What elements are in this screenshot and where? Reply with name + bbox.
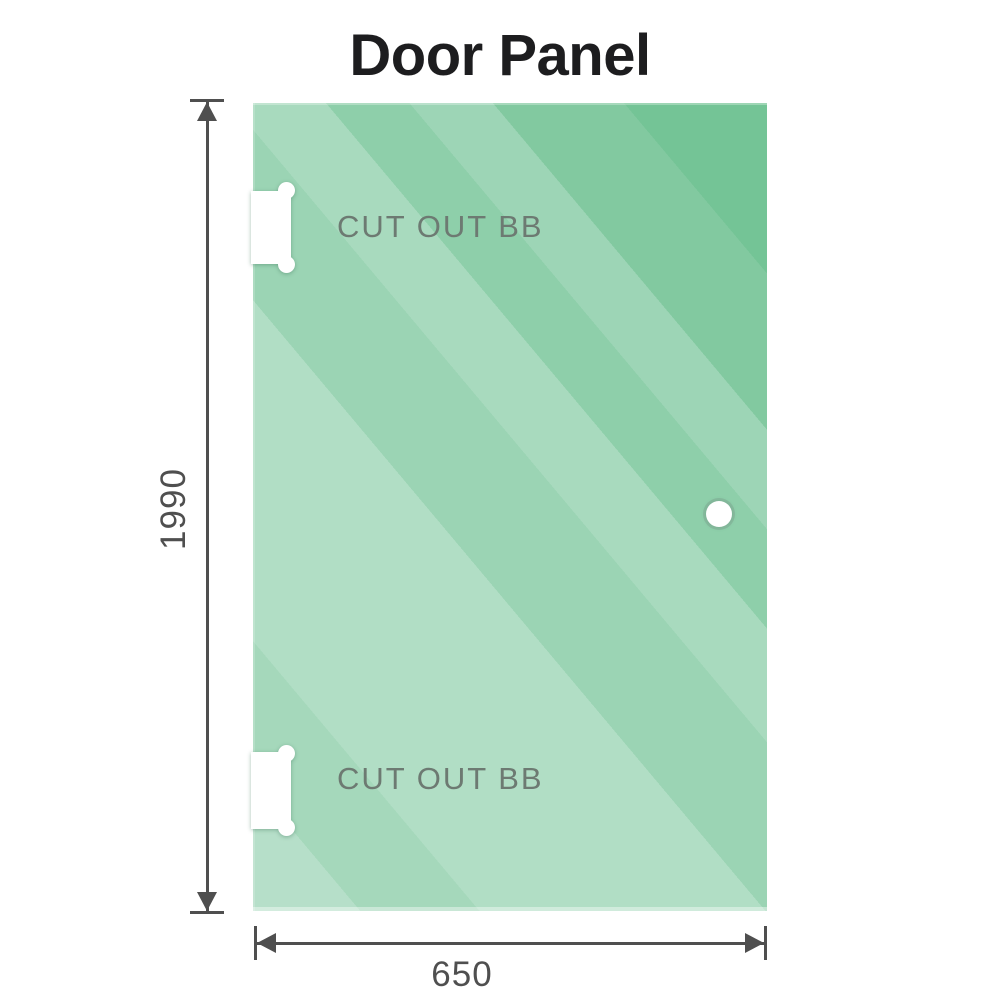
door-panel-glass: CUT OUT BB CUT OUT BB: [251, 103, 767, 911]
height-dimension-arrow-icon: [190, 99, 224, 914]
cutout-drill-hole-icon: [278, 182, 295, 199]
width-dimension-arrow-icon: [254, 926, 767, 960]
arrowhead-left-icon: [257, 933, 276, 953]
dimension-line: [205, 102, 209, 911]
arrowhead-down-icon: [197, 892, 217, 911]
dimension-end-cap: [190, 911, 224, 914]
height-dimension-label: 1990: [154, 468, 193, 550]
cutout-label-top: CUT OUT BB: [337, 209, 544, 244]
dimension-end-cap: [254, 926, 257, 960]
cutout-label-bottom: CUT OUT BB: [337, 761, 544, 796]
cutout-notch-body: [251, 752, 291, 829]
cutout-notch-body: [251, 191, 291, 264]
arrowhead-up-icon: [197, 102, 217, 121]
width-dimension-label: 650: [431, 955, 493, 994]
dimension-line: [257, 941, 764, 945]
hinge-cutout-top-icon: [251, 182, 297, 273]
page-title: Door Panel: [349, 23, 651, 88]
arrowhead-right-icon: [745, 933, 764, 953]
dimension-end-cap: [190, 99, 224, 102]
handle-hole-icon: [706, 501, 732, 527]
cutout-drill-hole-icon: [278, 819, 295, 836]
cutout-drill-hole-icon: [278, 256, 295, 273]
cutout-drill-hole-icon: [278, 745, 295, 762]
dimension-end-cap: [764, 926, 767, 960]
hinge-cutout-bottom-icon: [251, 745, 297, 836]
